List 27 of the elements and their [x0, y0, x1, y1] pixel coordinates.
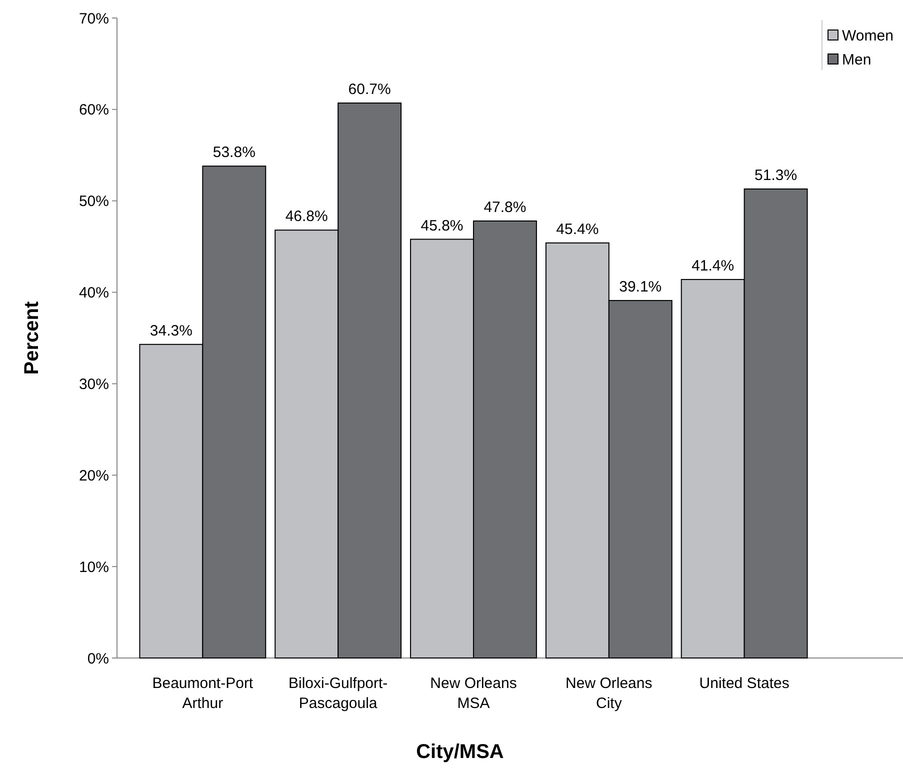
y-tick-label: 20%	[78, 467, 109, 484]
data-label: 53.8%	[212, 144, 256, 162]
x-tick-label: New Orleans MSA	[430, 675, 517, 712]
y-tick-label: 10%	[78, 558, 109, 576]
x-tick-label: United States	[699, 675, 790, 692]
data-label: 34.3%	[150, 322, 192, 340]
legend-label: Men	[842, 51, 872, 68]
x-axis-title: City/MSA	[416, 741, 504, 763]
y-tick-label: 40%	[78, 284, 109, 302]
y-tick-label: 70%	[78, 10, 109, 28]
y-tick-label: 60%	[78, 102, 109, 119]
data-label: 45.4%	[556, 220, 599, 238]
y-axis-title: Percent	[21, 300, 43, 375]
data-label: 51.3%	[754, 166, 798, 184]
x-tick-label: Beaumont-Port Arthur	[152, 675, 254, 712]
data-label: 47.8%	[484, 198, 526, 216]
data-label: 41.4%	[692, 257, 734, 274]
data-label: 45.8%	[420, 217, 464, 234]
x-tick-label: Biloxi-Gulfport- Pascagoula	[288, 675, 388, 712]
data-label: 46.8%	[285, 208, 328, 226]
x-tick-label: New Orleans City	[566, 675, 652, 712]
y-tick-label: 50%	[78, 193, 109, 210]
data-label: 60.7%	[348, 81, 391, 98]
legend-label: Women	[842, 27, 894, 44]
y-tick-label: 30%	[78, 376, 109, 393]
data-label: 39.1%	[619, 278, 662, 296]
y-tick-label: 0%	[87, 650, 109, 668]
